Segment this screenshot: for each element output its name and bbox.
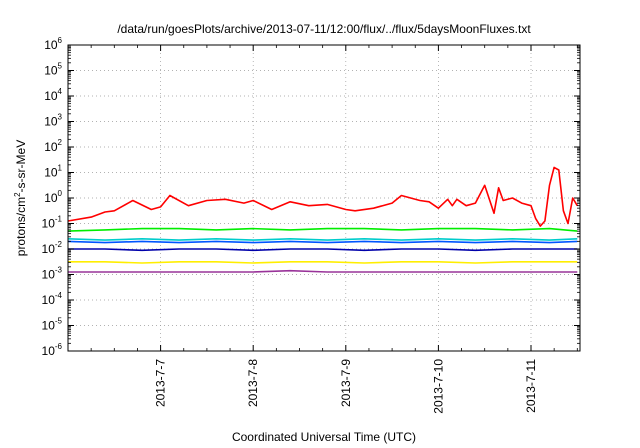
- y-tick-base: 10: [44, 140, 58, 154]
- y-tick-exponent: -1: [55, 215, 63, 224]
- series-line-6: [68, 269, 578, 273]
- y-tick-base: 10: [42, 242, 56, 256]
- y-tick-label: 101: [44, 164, 62, 180]
- series-line-3: [67, 240, 578, 244]
- y-tick-base: 10: [42, 268, 56, 282]
- x-tick-label: 2013-7-7: [154, 359, 168, 407]
- y-tick-exponent: -4: [55, 291, 63, 300]
- x-tick-label: 2013-7-8: [246, 359, 260, 407]
- series-line-0: [67, 166, 578, 227]
- x-tick-label: 2013-7-10: [431, 359, 445, 414]
- y-tick-exponent: 2: [58, 138, 63, 147]
- y-tick-label: 102: [44, 138, 62, 154]
- y-tick-exponent: 4: [58, 87, 63, 96]
- x-tick-label: 2013-7-11: [524, 359, 538, 413]
- series-line-2: [67, 238, 578, 241]
- y-tick-base: 10: [44, 166, 58, 180]
- x-axis-label: Coordinated Universal Time (UTC): [232, 430, 416, 444]
- y-tick-base: 10: [44, 191, 58, 205]
- y-tick-exponent: 0: [58, 189, 63, 198]
- y-tick-exponent: -6: [55, 342, 63, 351]
- y-tick-exponent: -3: [55, 266, 63, 275]
- y-tick-label: 100: [44, 189, 62, 205]
- y-tick-base: 10: [44, 64, 58, 78]
- y-tick-exponent: 1: [58, 164, 63, 173]
- y-tick-label: 106: [44, 36, 62, 52]
- y-axis-label-sup: 2: [13, 192, 22, 197]
- y-axis-label-pre: protons/cm: [14, 197, 28, 256]
- y-tick-base: 10: [42, 344, 56, 358]
- series-line-1: [67, 227, 578, 232]
- y-tick-label: 10-5: [42, 317, 63, 333]
- y-tick-exponent: -2: [55, 240, 63, 249]
- y-tick-base: 10: [44, 89, 58, 103]
- y-tick-label: 103: [44, 113, 62, 129]
- y-tick-exponent: 3: [58, 113, 63, 122]
- y-tick-exponent: -5: [55, 317, 63, 326]
- y-axis-label: protons/cm2-s-sr-MeV: [13, 140, 28, 256]
- y-axis-label-post: -s-sr-MeV: [14, 140, 28, 193]
- series-line-4: [68, 248, 578, 252]
- y-tick-labels: 10610510410310210110010-110-210-310-410-…: [42, 36, 63, 358]
- series-line-5: [68, 260, 578, 264]
- y-tick-label: 10-1: [42, 215, 63, 231]
- y-tick-base: 10: [42, 217, 56, 231]
- y-tick-label: 10-6: [42, 342, 63, 358]
- x-tick-labels: 2013-7-7 2013-7-8 2013-7-9 2013-7-10 2013-7-…: [154, 359, 538, 414]
- chart-title: /data/run/goesPlots/archive/2013-07-11/1…: [117, 22, 531, 36]
- y-tick-label: 10-2: [42, 240, 63, 256]
- y-tick-label: 104: [44, 87, 62, 103]
- y-tick-base: 10: [42, 293, 56, 307]
- y-tick-base: 10: [44, 38, 58, 52]
- y-tick-exponent: 6: [58, 36, 63, 45]
- series-group: [67, 166, 578, 273]
- y-tick-base: 10: [42, 319, 56, 333]
- y-tick-base: 10: [44, 115, 58, 129]
- x-tick-label: 2013-7-9: [339, 359, 353, 407]
- y-tick-exponent: 5: [58, 62, 63, 71]
- y-tick-label: 10-4: [42, 291, 63, 307]
- y-tick-label: 10-3: [42, 266, 63, 282]
- ticks: [68, 44, 580, 352]
- y-tick-label: 105: [44, 62, 62, 78]
